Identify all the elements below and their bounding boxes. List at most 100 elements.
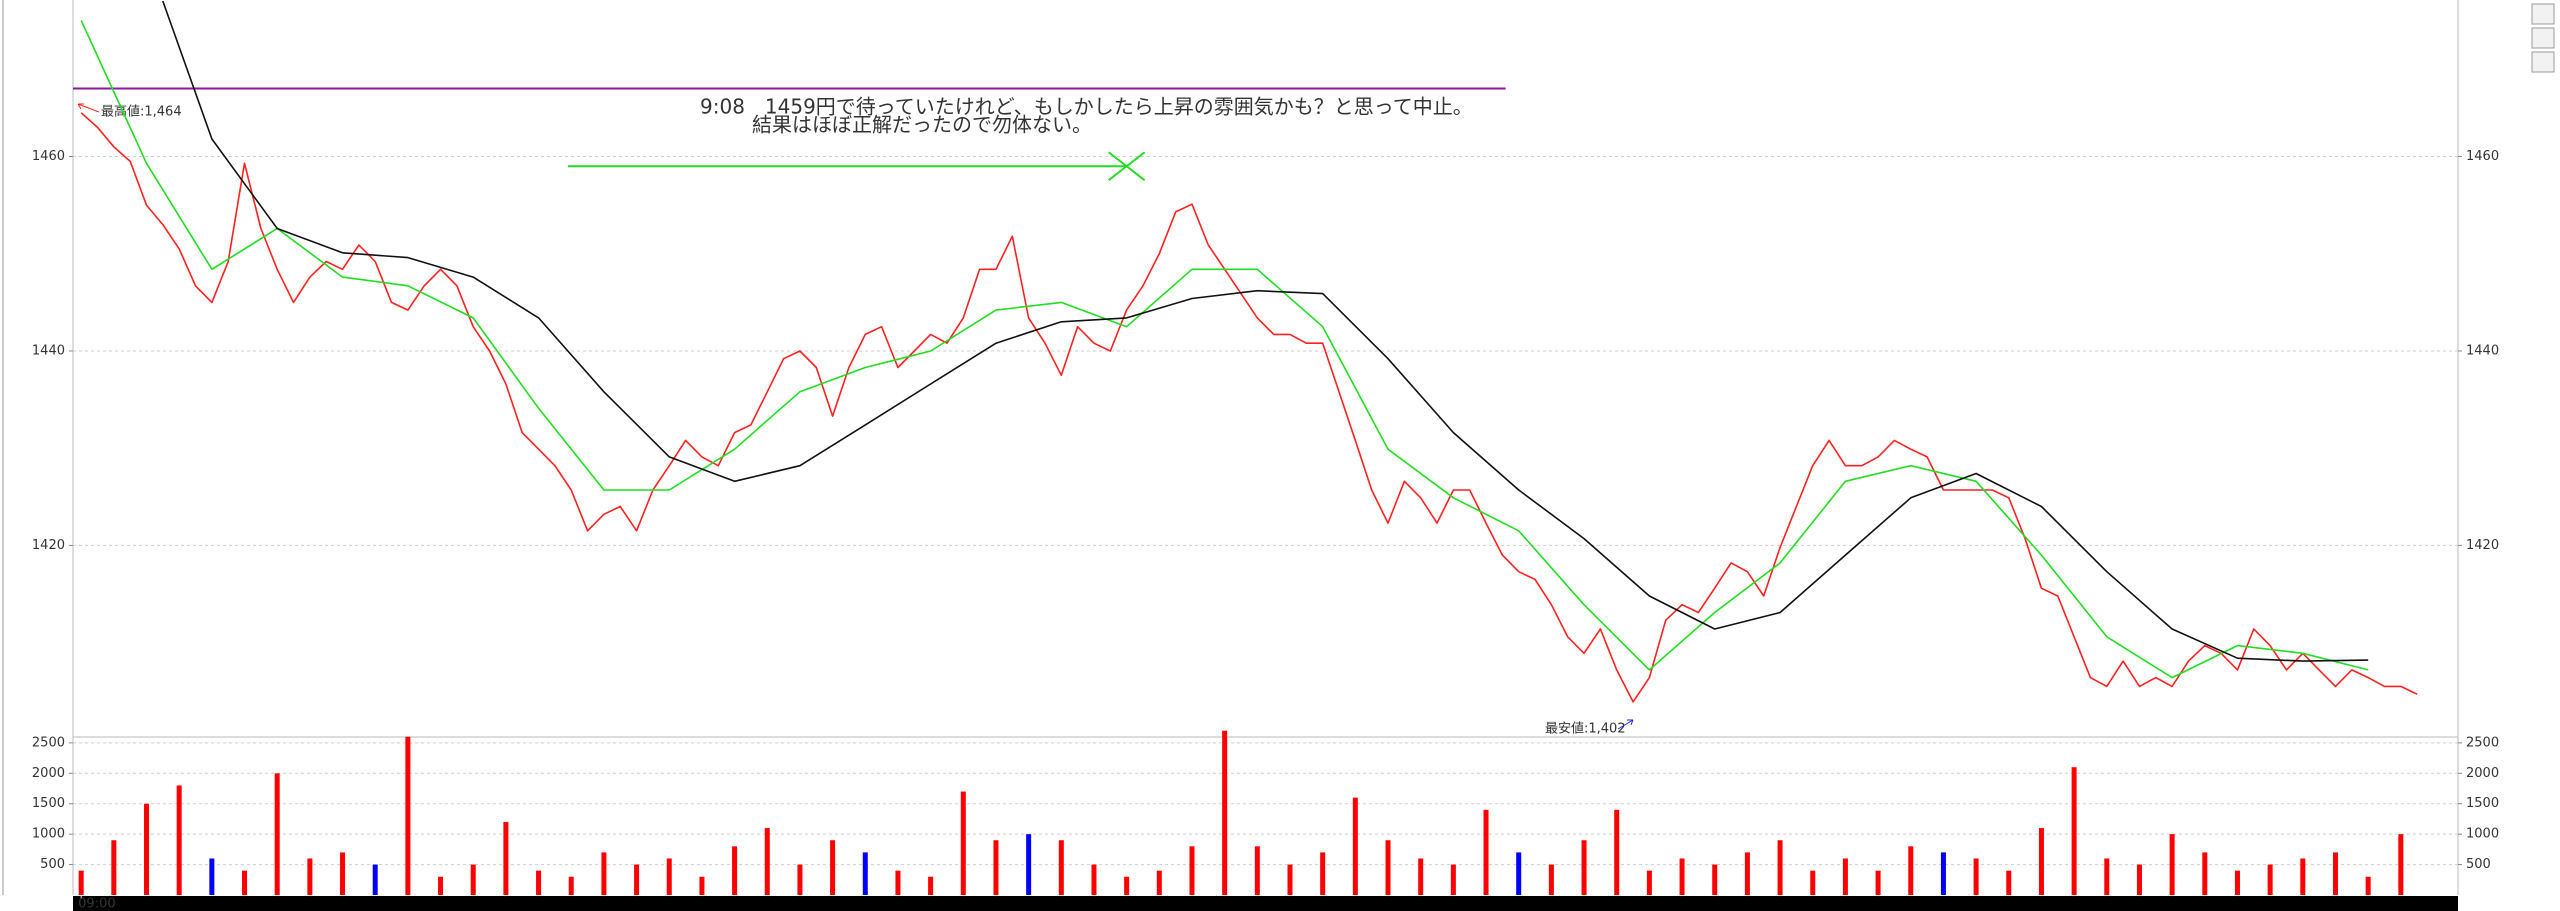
volume-bar [1222, 730, 1228, 895]
volume-bar [1940, 852, 1946, 895]
volume-bar [2234, 870, 2240, 895]
volume-bar [340, 852, 346, 895]
tool-button[interactable] [2531, 27, 2555, 49]
volume-bar [2136, 864, 2142, 895]
time-axis-bar [73, 896, 2458, 911]
x-tick-label: 09:00 [78, 897, 115, 911]
y-tick-label: 1420 [2466, 538, 2499, 553]
volume-bar [1091, 864, 1097, 895]
volume-bar [2071, 767, 2077, 895]
volume-bar [1744, 852, 1750, 895]
cancel-mark [1108, 151, 1146, 182]
annotation: 9:08 1459円で待っていたけれど、もしかしたら上昇の雰囲気かも？と思って中… [700, 95, 1473, 119]
y-tick-label: 2500 [32, 735, 65, 750]
y-tick-label: 1460 [32, 149, 65, 164]
y-tick-label: 500 [40, 857, 65, 872]
volume-bar [1581, 840, 1587, 895]
tool-button[interactable] [2531, 3, 2555, 25]
volume-bar [1614, 809, 1620, 895]
volume-bar [372, 864, 378, 895]
high-arrow [77, 103, 100, 113]
volume-bar [1189, 846, 1195, 895]
y-tick-label: 500 [2466, 857, 2491, 872]
volume-bar [764, 828, 770, 895]
volume-bar [242, 870, 248, 895]
volume-bar [568, 876, 574, 895]
volume-bar [405, 736, 411, 895]
low-label: 最安値:1,402 [1545, 721, 1626, 737]
volume-bar [1352, 797, 1358, 895]
volume-bar [862, 852, 868, 895]
volume-bar [1418, 858, 1424, 895]
volume-bar [2038, 828, 2044, 895]
volume-bar [732, 846, 738, 895]
volume-bar [634, 864, 640, 895]
volume-bar [2398, 834, 2404, 895]
volume-bar [2006, 870, 2012, 895]
volume-bar [2169, 834, 2175, 895]
volume-bar [1712, 864, 1718, 895]
volume-bar [1810, 870, 1816, 895]
volume-bar [1516, 852, 1522, 895]
volume-bar [2365, 876, 2371, 895]
volume-bar [993, 840, 999, 895]
y-tick-label: 1000 [2466, 827, 2499, 842]
volume-bar [1026, 834, 1032, 895]
volume-bar [536, 870, 542, 895]
y-tick-label: 1440 [2466, 343, 2499, 358]
volume-bar [2267, 864, 2273, 895]
volume-bar [307, 858, 313, 895]
volume-bar [960, 791, 966, 895]
volume-bar [1842, 858, 1848, 895]
y-tick-label: 2500 [2466, 735, 2499, 750]
volume-bar [1124, 876, 1130, 895]
y-tick-label: 1440 [32, 343, 65, 358]
volume-bar [1254, 846, 1260, 895]
y-tick-label: 2000 [2466, 766, 2499, 781]
volume-bar [1287, 864, 1293, 895]
volume-bar [1973, 858, 1979, 895]
high-label: 最高値:1,464 [101, 104, 182, 120]
volume-bar [1320, 852, 1326, 895]
volume-bar [111, 840, 117, 895]
volume-bar [1483, 809, 1489, 895]
volume-bar [78, 870, 84, 895]
volume-bar [895, 870, 901, 895]
volume-bar [699, 876, 705, 895]
volume-bar [928, 876, 934, 895]
volume-bar [2300, 858, 2306, 895]
volume-bar [2332, 852, 2338, 895]
y-tick-label: 1420 [32, 538, 65, 553]
y-tick-label: 1500 [2466, 796, 2499, 811]
volume-bar [2202, 852, 2208, 895]
volume-bar [797, 864, 803, 895]
volume-bar [1058, 840, 1064, 895]
volume-bar [1777, 840, 1783, 895]
annotation: 結果はほぼ正解だったので勿体ない。 [752, 113, 1092, 137]
volume-bar [1679, 858, 1685, 895]
price-line [80, 112, 2418, 703]
volume-bar [601, 852, 607, 895]
tool-button[interactable] [2531, 51, 2555, 73]
price-line [80, 20, 2369, 679]
low-arrow [1617, 719, 1634, 730]
volume-bar [666, 858, 672, 895]
volume-bar [1646, 870, 1652, 895]
price-line [162, 0, 2369, 662]
volume-bar [1450, 864, 1456, 895]
y-tick-label: 2000 [32, 766, 65, 781]
volume-bar [1875, 870, 1881, 895]
volume-bar [2104, 858, 2110, 895]
volume-bar [503, 821, 509, 895]
volume-bar [176, 785, 182, 895]
y-tick-label: 1000 [32, 827, 65, 842]
volume-bar [209, 858, 215, 895]
toolbar [2531, 3, 2555, 73]
volume-bar [1385, 840, 1391, 895]
volume-bar [830, 840, 836, 895]
volume-bar [438, 876, 444, 895]
volume-bar [1908, 846, 1914, 895]
volume-bar [470, 864, 476, 895]
